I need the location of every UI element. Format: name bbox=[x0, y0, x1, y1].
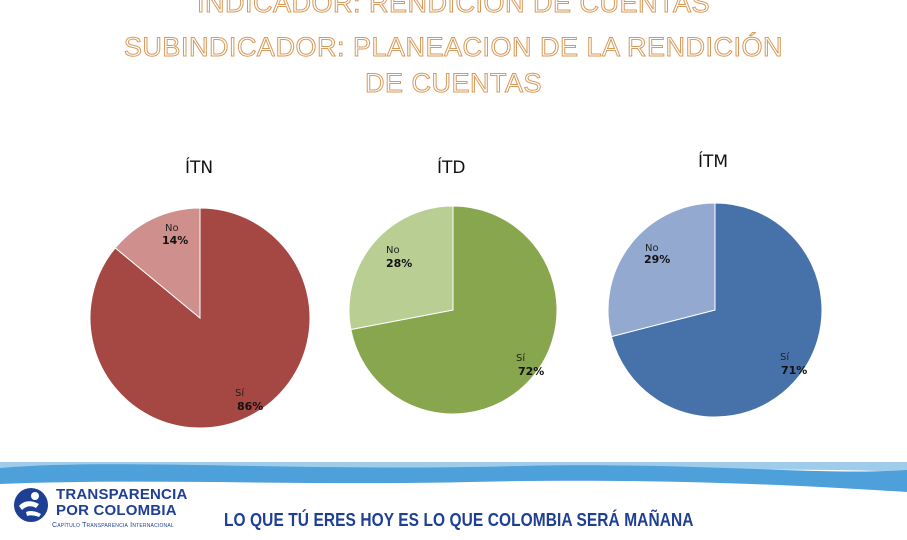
slice-label-itd-si: Sí bbox=[516, 352, 526, 364]
slice-value-itd-si: 72% bbox=[518, 365, 544, 378]
pie-slice-itd-si bbox=[350, 205, 558, 415]
indicator-title: INDICADOR: RENDICION DE CUENTAS bbox=[196, 0, 711, 19]
slice-value-itd-no: 28% bbox=[386, 257, 412, 270]
banner-background bbox=[0, 462, 907, 540]
subindicator-title: SUBINDICADOR: PLANEACION DE LA RENDICIÓN bbox=[123, 32, 784, 63]
pie-slice-itm-si bbox=[610, 202, 823, 418]
slice-label-itm-no: No bbox=[645, 243, 659, 254]
logo-text-line-2: POR COLOMBIA bbox=[56, 502, 177, 519]
pie-slice-itm-no bbox=[607, 202, 716, 338]
person-globe-icon bbox=[14, 488, 48, 522]
chart-title-itn: ÍTN bbox=[185, 158, 214, 178]
slice-label-itn-si: Sí bbox=[235, 387, 245, 399]
slice-label-itd-no: No bbox=[386, 245, 400, 256]
chart-title-itm: ÍTM bbox=[698, 152, 729, 172]
slice-value-itn-si: 86% bbox=[237, 400, 263, 413]
pie-slice-itd-no bbox=[348, 205, 454, 331]
slogan: LO QUE TÚ ERES HOY ES LO QUE COLOMBIA SE… bbox=[224, 510, 694, 530]
pie-slice-itn-no bbox=[114, 207, 201, 320]
slice-value-itm-si: 71% bbox=[781, 364, 807, 377]
slice-value-itm-no: 29% bbox=[644, 253, 670, 266]
slice-label-itm-si: Sí bbox=[780, 351, 790, 363]
transparencia-logo: TRANSPARENCIA POR COLOMBIA Capítulo Tran… bbox=[12, 484, 212, 536]
subindicator-title-continued: DE CUENTAS bbox=[364, 68, 543, 99]
footer-banner: TRANSPARENCIA POR COLOMBIA Capítulo Tran… bbox=[0, 462, 907, 540]
logo-text-line-1: TRANSPARENCIA bbox=[56, 486, 188, 503]
slice-value-itn-no: 14% bbox=[162, 234, 188, 247]
slice-label-itn-no: No bbox=[165, 223, 179, 234]
logo-subtitle: Capítulo Transparencia Internacional bbox=[52, 522, 174, 529]
chart-title-itd: ÍTD bbox=[437, 158, 466, 178]
